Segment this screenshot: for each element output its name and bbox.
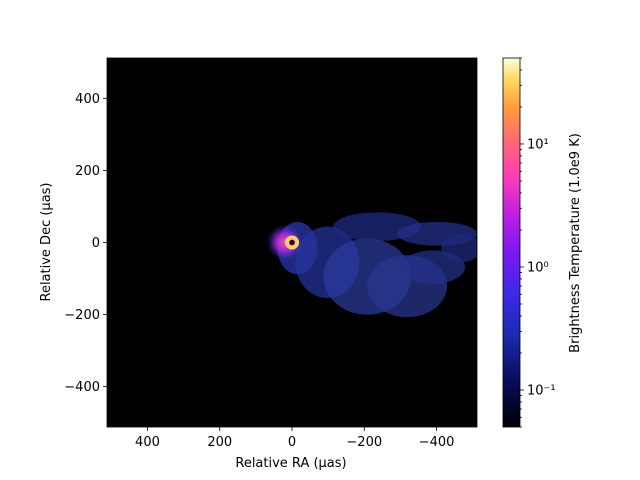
inner-bright-region [266, 224, 303, 261]
x-tick-label: 200 [207, 435, 232, 450]
y-tick-label: −400 [64, 380, 100, 395]
x-axis: 400 200 0 −200 −400 [135, 427, 454, 450]
extended-emission [277, 212, 477, 318]
y-tick-label: 200 [75, 164, 100, 179]
colorbar-tick-label: 10⁻¹ [527, 383, 556, 398]
y-axis: 400 200 0 −200 −400 [64, 92, 107, 395]
y-tick-label: 0 [92, 236, 100, 251]
y-tick-label: 400 [75, 92, 100, 107]
colorbar-label: Brightness Temperature (1.0e9 K) [568, 133, 583, 353]
x-tick-label: 0 [288, 435, 296, 450]
brightness-map [266, 212, 477, 318]
y-tick-label: −200 [64, 308, 100, 323]
x-tick-label: 400 [135, 435, 160, 450]
x-tick-label: −200 [346, 435, 382, 450]
photon-ring [284, 235, 300, 250]
colorbar-tick-label: 10¹ [527, 137, 549, 152]
x-tick-label: −400 [419, 435, 455, 450]
colorbar [502, 57, 521, 428]
emission-blob [441, 233, 477, 263]
colorbar-ticks: 10⁻¹ 10⁰ 10¹ [520, 57, 556, 428]
colorbar-tick-label: 10⁰ [527, 260, 549, 275]
x-axis-label: Relative RA (μas) [235, 456, 346, 471]
y-axis-label: Relative Dec (μas) [39, 183, 54, 302]
ring-shadow [289, 239, 295, 246]
